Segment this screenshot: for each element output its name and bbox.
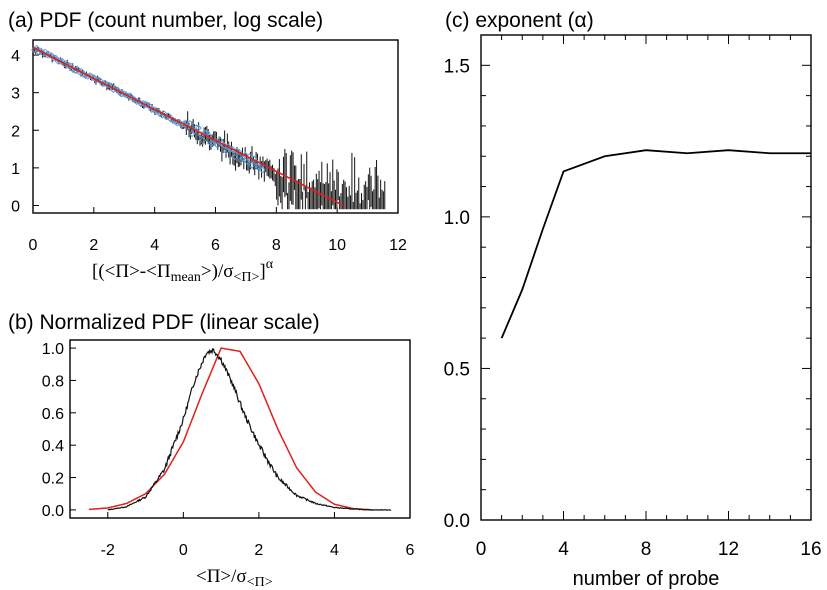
panel-a-xtick-label: 0 <box>29 237 38 254</box>
panel-b-xtick-label: 6 <box>406 542 415 559</box>
panel-c-frame <box>480 34 812 521</box>
panel-a-data-point <box>205 132 213 140</box>
panel-a-xtick-label: 10 <box>328 237 346 254</box>
panel-c-ytick-label: 1.0 <box>444 208 470 229</box>
panel-a-data-point <box>58 57 66 65</box>
panel-b-ytick-label: 1.0 <box>42 341 64 358</box>
panel-a-data-point <box>258 166 266 174</box>
panel-c-ytick-label: 1.5 <box>444 56 470 77</box>
panel-a-data-point <box>84 72 92 80</box>
panel-a-xtick-label: 8 <box>272 237 281 254</box>
panel-c-series-line <box>500 149 811 339</box>
panel-b-title: (b) Normalized PDF (linear scale) <box>8 311 320 334</box>
panel-b-ytick-label: 0.4 <box>42 438 64 455</box>
panel-a-xtick-label: 2 <box>89 237 98 254</box>
panel-b-frame <box>69 339 411 519</box>
panel-a-xtick-label: 6 <box>211 237 220 254</box>
panel-b-ytick-label: 0.0 <box>42 503 64 520</box>
panel-a-xtick-label: 4 <box>150 237 159 254</box>
panel-a-data-point <box>214 141 222 149</box>
panel-c-xtick-label: 16 <box>800 539 821 560</box>
panel-c-xtick-label: 0 <box>476 539 487 560</box>
panel-b-data-curve <box>107 347 392 511</box>
panel-c-ytick-label: 0.0 <box>444 511 470 532</box>
panel-a-data-point <box>186 120 194 127</box>
panel-c-xtick-label: 4 <box>558 539 569 560</box>
panel-a-data-point <box>244 158 251 166</box>
panel-c-plot: 0 4 8 12 16 0.0 0.5 1.0 1.5 <box>444 34 822 560</box>
panel-c-xtick-label: 8 <box>641 539 652 560</box>
panel-c-title: (c) exponent (α) <box>445 9 594 32</box>
panel-c-ytick-label: 0.5 <box>444 359 470 380</box>
panel-a-data-point <box>248 161 256 169</box>
panel-b-fit-curve <box>88 347 373 511</box>
panel-b-xtick-label: -2 <box>101 542 115 559</box>
panel-b-ytick-label: 0.2 <box>42 471 64 488</box>
panel-c-xtick-label: 12 <box>718 539 739 560</box>
panel-a-ytick-label: 1 <box>11 161 20 178</box>
panel-b-xlabel: <Π>/σ<Π> <box>196 566 273 590</box>
panel-a-data-point <box>246 152 254 160</box>
panel-b-xtick-label: 4 <box>330 542 339 559</box>
panel-b-plot: -2 0 2 4 6 0.0 0.2 0.4 0.6 0.8 1.0 <box>42 341 415 559</box>
panel-a-ytick-label: 4 <box>11 48 20 65</box>
panel-c-xlabel: number of probe <box>573 568 720 590</box>
panel-a-ytick-label: 0 <box>11 198 20 215</box>
panel-a-data-point <box>231 153 239 161</box>
panel-a-data-point <box>254 163 262 171</box>
panel-a-xlabel: [(<Π>-<Πmean>)/σ<Π>]α <box>92 257 274 285</box>
panel-a-xtick-label: 12 <box>389 237 407 254</box>
panel-b-xtick-label: 2 <box>254 542 263 559</box>
panel-a-title: (a) PDF (count number, log scale) <box>8 9 323 32</box>
panel-b-xtick-label: 0 <box>179 542 188 559</box>
panel-a-data-point <box>195 124 202 132</box>
panel-a-fit-line <box>32 46 344 207</box>
panel-a-ytick-label: 3 <box>11 86 20 103</box>
panel-a-ytick-label: 2 <box>11 123 20 140</box>
panel-a-data-point <box>237 156 245 164</box>
panel-a-data-point <box>209 139 217 147</box>
panel-b-ytick-label: 0.6 <box>42 406 64 423</box>
panel-a-data-point <box>199 136 207 144</box>
panel-b-ytick-label: 0.8 <box>42 373 64 390</box>
